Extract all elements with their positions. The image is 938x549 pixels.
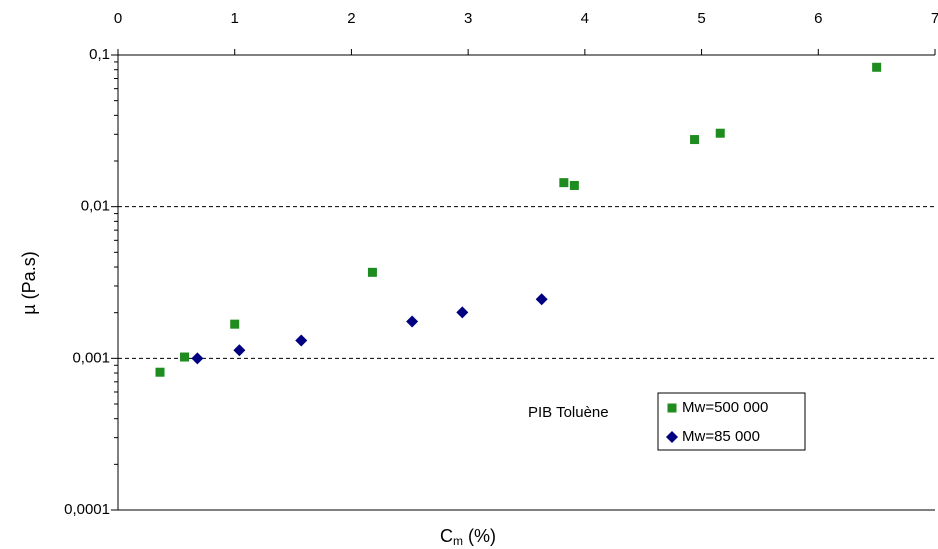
x-tick-label: 3 xyxy=(464,10,472,27)
y-axis-label: µ (Pa.s) xyxy=(19,251,39,314)
legend-label: Mw=85 000 xyxy=(682,428,760,445)
annotation: PIB Toluène xyxy=(528,404,609,421)
x-tick-label: 5 xyxy=(697,10,705,27)
x-tick-label: 0 xyxy=(114,10,122,27)
x-axis-label-main: C xyxy=(440,526,453,546)
x-tick-label: 4 xyxy=(581,10,589,27)
data-point xyxy=(406,315,419,328)
y-tick-label: 0,001 xyxy=(72,349,110,366)
x-axis-label: Cm (%) xyxy=(440,526,496,548)
y-tick-label: 0,0001 xyxy=(64,501,110,518)
legend-label: Mw=500 000 xyxy=(682,399,768,416)
x-tick-label: 2 xyxy=(347,10,355,27)
x-axis-label-unit: (%) xyxy=(463,526,496,546)
x-axis-label-sub: m xyxy=(453,534,463,548)
legend-marker xyxy=(667,403,677,413)
data-point xyxy=(230,319,240,329)
data-point xyxy=(295,334,308,347)
data-point xyxy=(715,128,725,138)
data-point xyxy=(180,352,190,362)
y-tick-label: 0,01 xyxy=(81,198,110,215)
legend-box xyxy=(657,392,806,451)
y-tick-label: 0,1 xyxy=(89,46,110,63)
data-point xyxy=(535,293,548,306)
data-point xyxy=(233,344,246,357)
x-tick-label: 6 xyxy=(814,10,822,27)
data-point xyxy=(559,178,569,188)
x-tick-label: 1 xyxy=(231,10,239,27)
x-tick-label: 7 xyxy=(931,10,938,27)
data-point xyxy=(569,180,579,190)
data-point xyxy=(367,267,377,277)
legend-marker xyxy=(666,431,678,443)
data-point xyxy=(690,135,700,145)
data-point xyxy=(191,352,204,365)
data-point xyxy=(456,306,469,319)
data-point xyxy=(872,62,882,72)
data-point xyxy=(155,367,165,377)
